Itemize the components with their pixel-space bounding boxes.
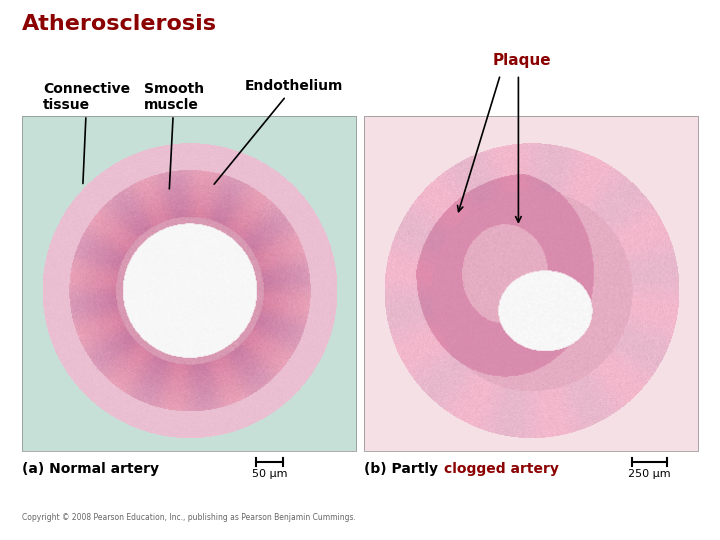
Text: Plaque: Plaque — [492, 52, 552, 68]
Text: 250 µm: 250 µm — [628, 469, 671, 479]
Text: (a) Normal artery: (a) Normal artery — [22, 462, 158, 476]
Text: Atherosclerosis: Atherosclerosis — [22, 14, 217, 33]
Text: 50 µm: 50 µm — [251, 469, 287, 479]
Text: Endothelium: Endothelium — [214, 79, 343, 184]
Text: clogged artery: clogged artery — [444, 462, 559, 476]
Bar — [22, 116, 356, 451]
Text: Smooth
muscle: Smooth muscle — [144, 82, 204, 189]
Text: (b) Partly: (b) Partly — [364, 462, 443, 476]
Text: Connective
tissue: Connective tissue — [43, 82, 130, 184]
Bar — [364, 116, 698, 451]
Text: Copyright © 2008 Pearson Education, Inc., publishing as Pearson Benjamin Cumming: Copyright © 2008 Pearson Education, Inc.… — [22, 513, 356, 522]
